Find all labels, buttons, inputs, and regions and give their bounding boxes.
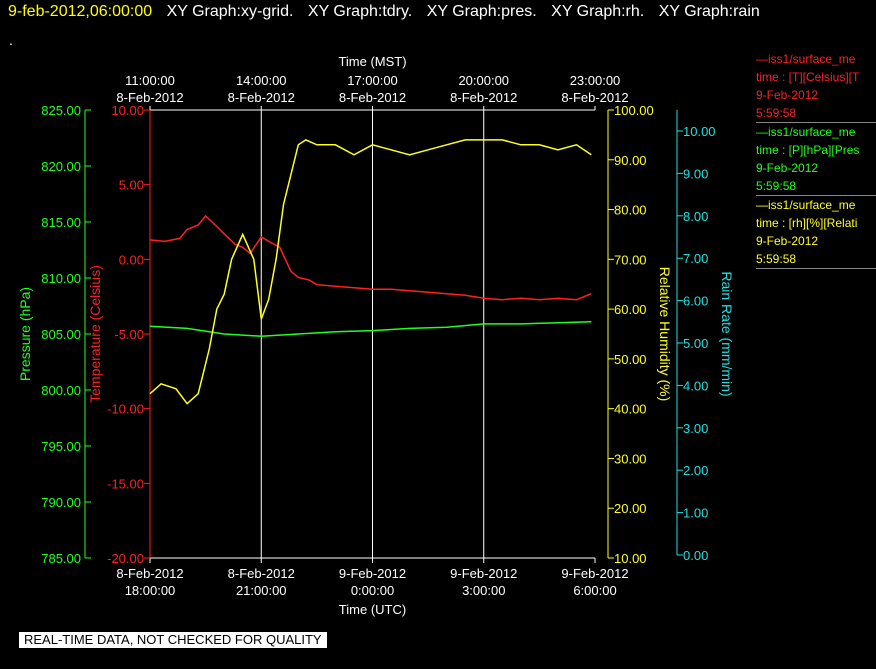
x-top-tick-label: 8-Feb-2012 <box>561 90 628 105</box>
x-bottom-tick-label: 8-Feb-2012 <box>116 566 183 581</box>
rain-axis-title: Rain Rate (mm/min) <box>719 271 735 396</box>
legend-line: 5:59:58 <box>756 106 797 120</box>
x-bottom-tick-label: 21:00:00 <box>236 583 287 598</box>
x-top-tick-label: 8-Feb-2012 <box>228 90 295 105</box>
temperature-tick-label: -20.00 <box>107 551 144 566</box>
graph-title-rh: XY Graph:rh. <box>551 3 645 20</box>
rain-tick-label: 7.00 <box>683 251 708 266</box>
temperature-tick-label: 10.00 <box>111 103 144 118</box>
temperature-tick-label: -5.00 <box>114 327 144 342</box>
humidity-tick-label: 80.00 <box>614 203 647 218</box>
status-dot: . <box>9 32 13 48</box>
x-bottom-tick-label: 6:00:00 <box>573 583 616 598</box>
rain-tick-label: 3.00 <box>683 421 708 436</box>
series-line-relative-humidity <box>149 139 592 405</box>
legend-line: time : [T][Celsius][T <box>756 70 860 84</box>
rain-tick-label: 0.00 <box>683 548 708 563</box>
rain-tick-label: 2.00 <box>683 463 708 478</box>
pressure-tick-label: 820.00 <box>41 159 81 174</box>
humidity-tick-label: 100.00 <box>614 103 654 118</box>
pressure-axis-title: Pressure (hPa) <box>17 287 33 381</box>
temperature-tick-label: -10.00 <box>107 402 144 417</box>
rain-tick-label: 5.00 <box>683 336 708 351</box>
pressure-tick-label: 825.00 <box>41 103 81 118</box>
x-bottom-axis-label: Time (UTC) <box>339 602 406 617</box>
humidity-tick-label: 50.00 <box>614 352 647 367</box>
pressure-tick-label: 810.00 <box>41 271 81 286</box>
x-top-tick-label: 23:00:00 <box>570 73 621 88</box>
temperature-tick-label: 5.00 <box>119 178 144 193</box>
graph-title-grid: XY Graph:xy-grid. <box>166 3 294 20</box>
graph-title-tdry: XY Graph:tdry. <box>307 3 413 20</box>
pressure-tick-label: 795.00 <box>41 439 81 454</box>
legend-entry-humidity: —iss1/surface_me time : [rh][%][Relati 9… <box>756 196 876 269</box>
x-bottom-tick-label: 3:00:00 <box>462 583 505 598</box>
timestamp-title: 9-feb-2012,06:00:00 <box>8 3 153 20</box>
x-top-tick-label: 14:00:00 <box>236 73 287 88</box>
humidity-axis-title: Relative Humidity (%) <box>657 267 673 402</box>
x-top-tick-label: 17:00:00 <box>347 73 398 88</box>
legend-line: time : [rh][%][Relati <box>756 216 858 230</box>
legend-entry-pressure: —iss1/surface_me time : [P][hPa][Pres 9-… <box>756 123 876 196</box>
rain-tick-label: 9.00 <box>683 166 708 181</box>
legend-line: 5:59:58 <box>756 179 797 193</box>
humidity-tick-label: 20.00 <box>614 501 647 516</box>
legend-entry-temperature: —iss1/surface_me time : [T][Celsius][T 9… <box>756 50 876 123</box>
pressure-tick-label: 800.00 <box>41 383 81 398</box>
humidity-tick-label: 90.00 <box>614 153 647 168</box>
humidity-tick-label: 40.00 <box>614 402 647 417</box>
x-bottom-tick-label: 18:00:00 <box>125 583 176 598</box>
rain-tick-label: 6.00 <box>683 294 708 309</box>
legend: —iss1/surface_me time : [T][Celsius][T 9… <box>756 50 876 269</box>
x-top-tick-label: 11:00:00 <box>125 73 175 88</box>
x-top-tick-label: 20:00:00 <box>458 73 509 88</box>
pressure-tick-label: 815.00 <box>41 215 81 230</box>
x-bottom-tick-label: 9-Feb-2012 <box>561 566 628 581</box>
x-bottom-tick-label: 0:00:00 <box>351 583 394 598</box>
humidity-tick-label: 10.00 <box>614 551 647 566</box>
x-bottom-tick-label: 8-Feb-2012 <box>228 566 295 581</box>
legend-line: time : [P][hPa][Pres <box>756 143 860 157</box>
humidity-tick-label: 60.00 <box>614 302 647 317</box>
pressure-tick-label: 785.00 <box>41 551 81 566</box>
humidity-tick-label: 30.00 <box>614 451 647 466</box>
temperature-tick-label: -15.00 <box>107 476 144 491</box>
x-bottom-tick-label: 9-Feb-2012 <box>450 566 517 581</box>
temperature-tick-label: 0.00 <box>119 252 144 267</box>
x-top-tick-label: 8-Feb-2012 <box>339 90 406 105</box>
legend-line: 5:59:58 <box>756 252 797 266</box>
x-top-axis-label: Time (MST) <box>338 54 406 69</box>
rain-tick-label: 10.00 <box>683 124 716 139</box>
legend-line: 9-Feb-2012 <box>756 234 819 248</box>
humidity-tick-label: 70.00 <box>614 252 647 267</box>
legend-line: —iss1/surface_me <box>756 52 856 66</box>
legend-line: —iss1/surface_me <box>756 198 856 212</box>
graph-title-pres: XY Graph:pres. <box>426 3 537 20</box>
rain-tick-label: 1.00 <box>683 506 708 521</box>
quality-warning: REAL-TIME DATA, NOT CHECKED FOR QUALITY <box>19 632 327 648</box>
legend-line: —iss1/surface_me <box>756 125 856 139</box>
x-bottom-tick-label: 9-Feb-2012 <box>339 566 406 581</box>
rain-tick-label: 8.00 <box>683 209 708 224</box>
graph-title-rain: XY Graph:rain <box>658 3 760 20</box>
pressure-tick-label: 805.00 <box>41 327 81 342</box>
pressure-tick-label: 790.00 <box>41 495 81 510</box>
rain-tick-label: 4.00 <box>683 378 708 393</box>
series-line-temperature <box>149 214 592 301</box>
temperature-axis-title: Temperature (Celsius) <box>87 265 103 403</box>
window-title-bar: 9-feb-2012,06:00:00 XY Graph:xy-grid. XY… <box>8 3 760 21</box>
x-top-tick-label: 8-Feb-2012 <box>450 90 517 105</box>
series-line-pressure <box>149 320 592 337</box>
legend-line: 9-Feb-2012 <box>756 88 819 102</box>
legend-line: 9-Feb-2012 <box>756 161 819 175</box>
x-top-tick-label: 8-Feb-2012 <box>116 90 183 105</box>
